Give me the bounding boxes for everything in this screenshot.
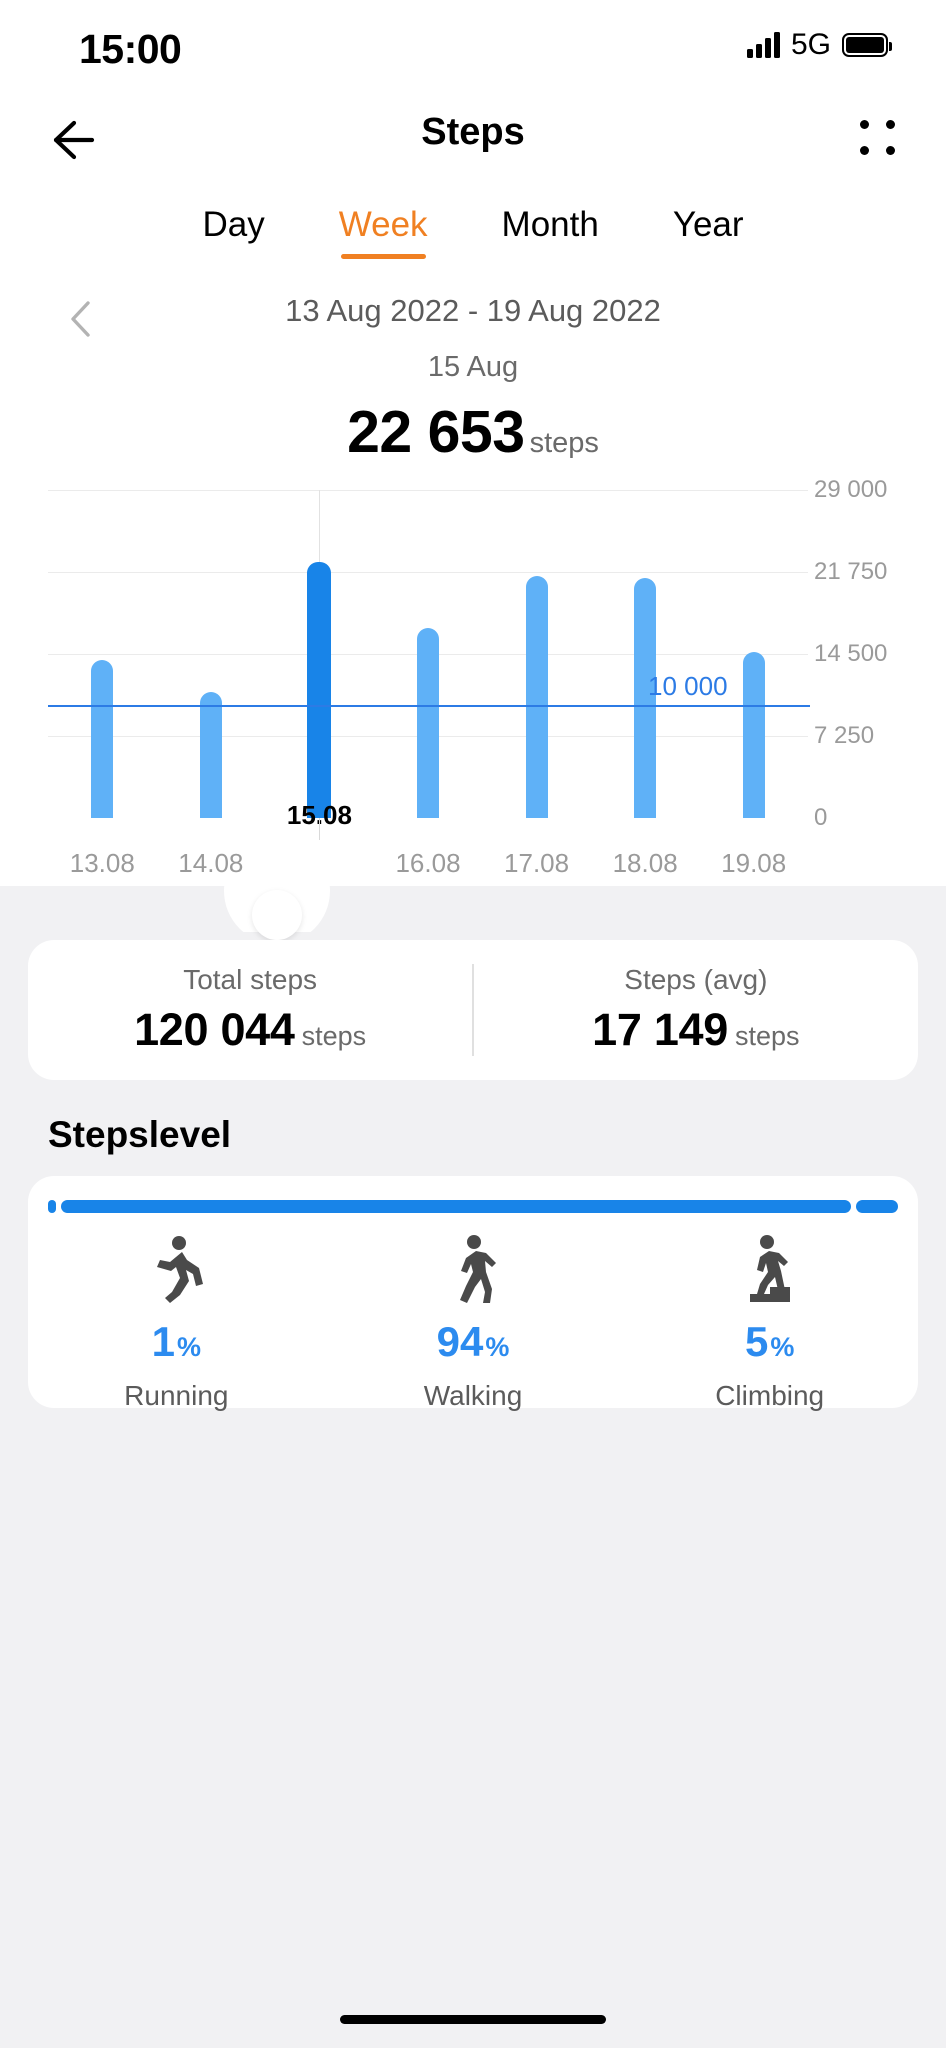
chart-gridline [48, 490, 808, 491]
steplevel-segment [48, 1200, 57, 1213]
home-indicator [340, 2015, 606, 2024]
chart-y-axis-label: 14 500 [814, 640, 888, 667]
steplevel-item-running: 1 % Running [28, 1232, 325, 1412]
climbing-stairs-icon [742, 1232, 798, 1306]
chart-bar[interactable] [742, 651, 765, 818]
chart-bar[interactable] [417, 627, 439, 818]
goal-line-label: 10 000 [648, 670, 728, 701]
steplevel-section-title: Stepslevel [48, 1114, 232, 1155]
steplevel-segment [856, 1200, 898, 1213]
chart-bar[interactable] [91, 659, 114, 818]
chart-gridline [48, 572, 808, 573]
tab-week[interactable]: Week [339, 205, 428, 259]
tab-month[interactable]: Month [501, 205, 599, 244]
climbing-label: Climbing [715, 1380, 825, 1411]
chart-x-axis-label[interactable]: 13.08 [69, 848, 135, 878]
hero-step-unit: steps [529, 427, 599, 459]
walking-person-icon [449, 1232, 497, 1306]
summary-stats-card: Total steps 120 044 steps Steps (avg) 17… [28, 940, 918, 1080]
status-indicators: 5G [746, 28, 892, 62]
status-bar: 15:00 5G [0, 0, 946, 96]
chart-bar[interactable] [307, 561, 332, 818]
chart-x-axis-label[interactable]: 19.08 [721, 848, 787, 878]
running-label: Running [124, 1380, 229, 1411]
selected-bar-guide-line [318, 490, 321, 562]
page-title: Steps [421, 111, 525, 153]
chart-y-axis-label: 21 750 [814, 558, 888, 585]
signal-bars-icon [746, 32, 780, 58]
running-person-icon [146, 1232, 206, 1306]
chart-y-axis-label: 0 [814, 804, 828, 831]
back-arrow-icon[interactable] [34, 104, 106, 176]
selected-day-value: 22 653 steps [0, 398, 946, 466]
stat-average-label: Steps (avg) [624, 964, 768, 995]
date-range-label[interactable]: 13 Aug 2022 - 19 Aug 2022 [285, 293, 661, 328]
chart-x-axis-label[interactable]: 16.08 [395, 848, 461, 878]
hero-step-count: 22 653 [347, 399, 525, 465]
chevron-left-icon[interactable] [60, 295, 104, 343]
climbing-percent: 5 [744, 1318, 769, 1365]
chart-y-axis-label: 29 000 [814, 476, 888, 503]
stat-total-steps: Total steps 120 044 steps [28, 964, 472, 1056]
status-time: 15:00 [79, 26, 182, 72]
steplevel-items: 1 % Running 94 % [28, 1232, 918, 1412]
sheet-drag-handle[interactable] [252, 890, 302, 940]
stat-divider [472, 964, 474, 1056]
chart-bar[interactable] [634, 578, 657, 818]
selected-day-label: 15 Aug [427, 351, 519, 383]
climbing-percent-sign: % [770, 1332, 795, 1362]
period-tabs: Day Week Month Year [0, 205, 946, 285]
details-sheet: Total steps 120 044 steps Steps (avg) 17… [0, 886, 946, 2048]
walking-label: Walking [423, 1380, 523, 1411]
stat-total-value: 120 044 [134, 1004, 295, 1055]
walking-percent-sign: % [485, 1332, 510, 1362]
network-type-label: 5G [790, 28, 831, 61]
steplevel-card: 1 % Running 94 % [28, 1176, 918, 1411]
stat-average-value: 17 149 [592, 1004, 729, 1055]
running-percent: 1 [151, 1318, 175, 1365]
goal-line [48, 704, 810, 707]
stat-total-label: Total steps [183, 964, 318, 995]
chart-bar[interactable] [525, 575, 548, 818]
stat-average-unit: steps [735, 1021, 800, 1051]
chart-x-axis-label[interactable]: 17.08 [504, 848, 570, 878]
steplevel-item-walking: 94 % Walking [325, 1232, 622, 1412]
chart-y-axis-label: 7 250 [814, 722, 875, 749]
walking-percent: 94 [436, 1318, 484, 1365]
chart-x-axis-label[interactable]: 18.08 [612, 848, 678, 878]
steplevel-item-climbing: 5 % Climbing [621, 1232, 918, 1412]
chart-bar[interactable] [199, 692, 222, 818]
app-header: Steps [0, 96, 946, 182]
stat-total-unit: steps [301, 1021, 367, 1051]
steplevel-segment [61, 1200, 851, 1213]
steplevel-distribution-bar [48, 1200, 898, 1213]
tab-year[interactable]: Year [672, 205, 744, 244]
grid-menu-icon[interactable] [852, 112, 906, 166]
stat-average-steps: Steps (avg) 17 149 steps [474, 964, 918, 1056]
chart-x-axis-label[interactable]: 14.08 [178, 848, 244, 878]
date-navigator: 13 Aug 2022 - 19 Aug 2022 [0, 293, 946, 349]
sheet-notch [0, 886, 946, 932]
running-percent-sign: % [177, 1332, 202, 1362]
steps-bar-chart[interactable]: 29 000 21 750 14 500 7 250 0 10 000 13.08 14.08… [0, 476, 946, 888]
battery-icon [842, 33, 892, 57]
tab-day[interactable]: Day [202, 205, 265, 244]
selected-x-tick [318, 818, 321, 840]
